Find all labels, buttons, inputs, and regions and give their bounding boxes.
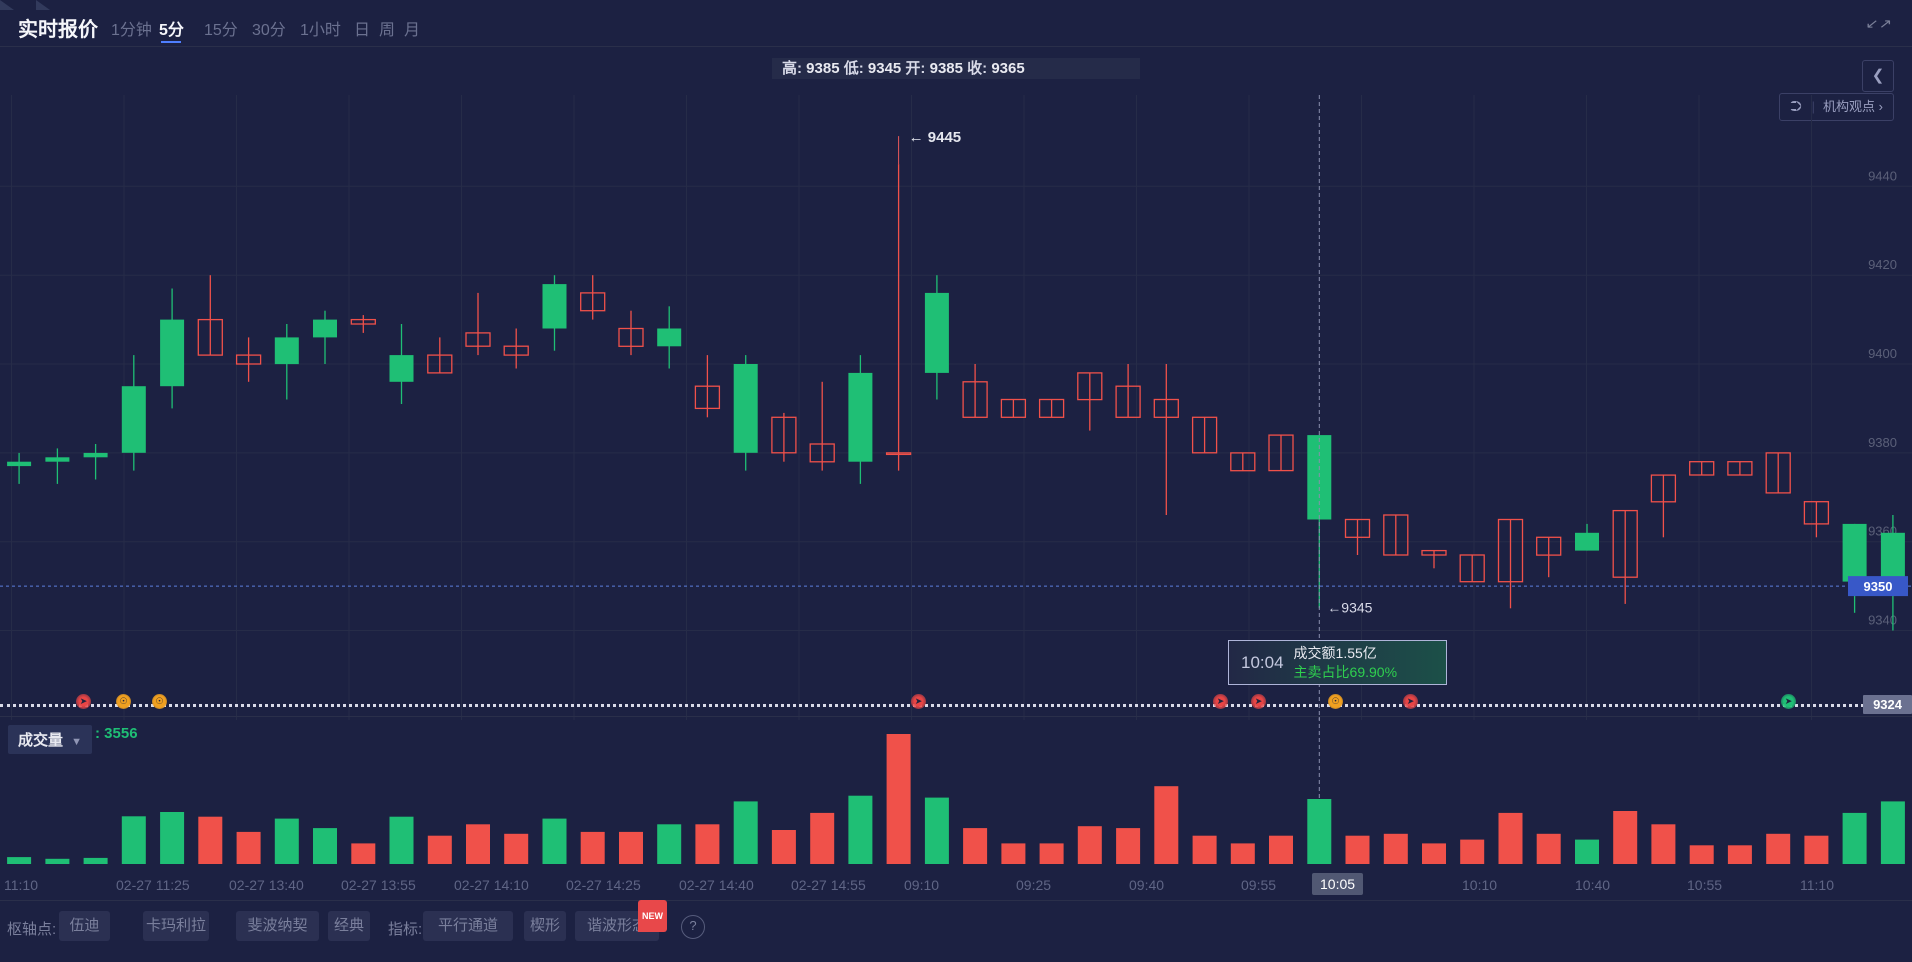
svg-text:9440: 9440	[1868, 168, 1897, 183]
svg-text:9400: 9400	[1868, 346, 1897, 361]
svg-text:9420: 9420	[1868, 257, 1897, 272]
svg-text:9380: 9380	[1868, 435, 1897, 450]
svg-text:←9345: ←9345	[1327, 599, 1372, 615]
svg-text:9350: 9350	[1864, 579, 1893, 594]
svg-text:← 9445: ← 9445	[909, 129, 962, 146]
